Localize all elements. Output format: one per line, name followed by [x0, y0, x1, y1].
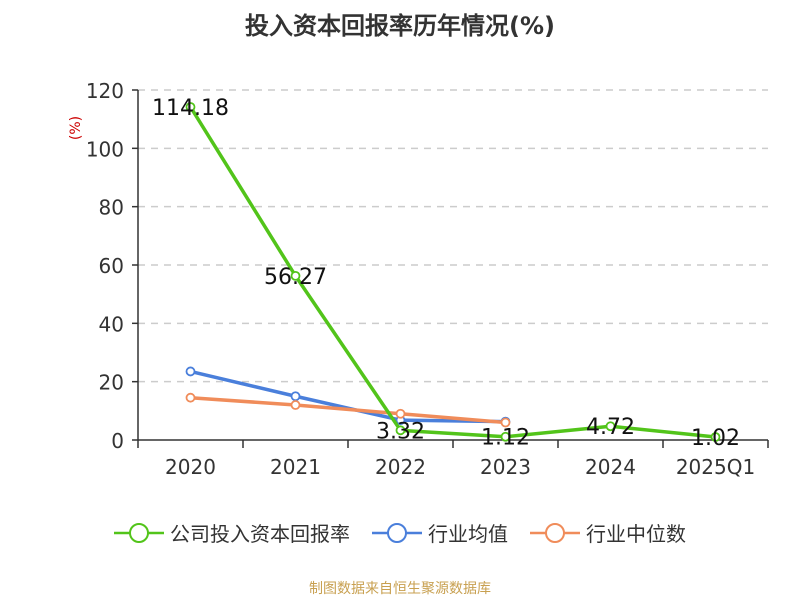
y-tick-label: 60 [99, 254, 124, 278]
data-point [290, 391, 301, 402]
legend: 公司投入资本回报率 行业均值 行业中位数 [0, 518, 800, 547]
legend-item[interactable]: 行业均值 [372, 518, 508, 547]
data-point [185, 102, 196, 112]
data-point [395, 425, 406, 436]
legend-label: 行业均值 [428, 522, 508, 546]
chart-title: 投入资本回报率历年情况(%) [245, 12, 555, 40]
data-label: 56.27 [264, 265, 327, 290]
y-axis-label: (%) [68, 116, 84, 140]
x-tick-label: 2022 [375, 455, 426, 479]
y-tick-label: 120 [86, 79, 124, 103]
y-tick-label: 80 [99, 196, 124, 220]
data-point [710, 432, 721, 442]
data-label: 114.18 [152, 96, 229, 121]
x-tick-label: 2021 [270, 455, 321, 479]
x-tick-label: 2024 [585, 455, 636, 479]
y-tick-label: 0 [111, 429, 124, 453]
x-tick-label: 2023 [480, 455, 531, 479]
legend-label: 行业中位数 [586, 522, 686, 546]
y-tick-label: 100 [86, 137, 124, 161]
source-note: 制图数据来自恒生聚源数据库 [309, 581, 491, 597]
series-line-0 [189, 106, 716, 439]
legend-item[interactable]: 公司投入资本回报率 [114, 518, 350, 547]
x-tick-label: 2020 [165, 455, 216, 479]
data-label: 1.02 [691, 426, 740, 451]
data-point [290, 270, 301, 281]
legend-item[interactable]: 行业中位数 [530, 518, 686, 547]
series-line-1 [190, 369, 506, 424]
legend-marker-icon [372, 522, 422, 543]
data-point [290, 400, 301, 410]
data-label: 4.72 [586, 415, 635, 440]
legend-label: 公司投入资本回报率 [170, 522, 350, 546]
legend-marker-icon [530, 522, 580, 543]
legend-marker-icon [114, 522, 164, 543]
series-line-2 [190, 395, 506, 425]
data-point [395, 408, 406, 419]
data-point [500, 417, 511, 428]
y-tick-label: 20 [99, 371, 124, 395]
data-label: 3.32 [376, 419, 425, 444]
x-tick-label: 2025Q1 [676, 455, 755, 479]
y-tick-label: 40 [99, 312, 124, 336]
data-point [605, 421, 616, 432]
data-point [500, 431, 511, 442]
data-label: 1.12 [481, 426, 530, 451]
data-point [185, 366, 196, 377]
data-point [185, 392, 196, 403]
